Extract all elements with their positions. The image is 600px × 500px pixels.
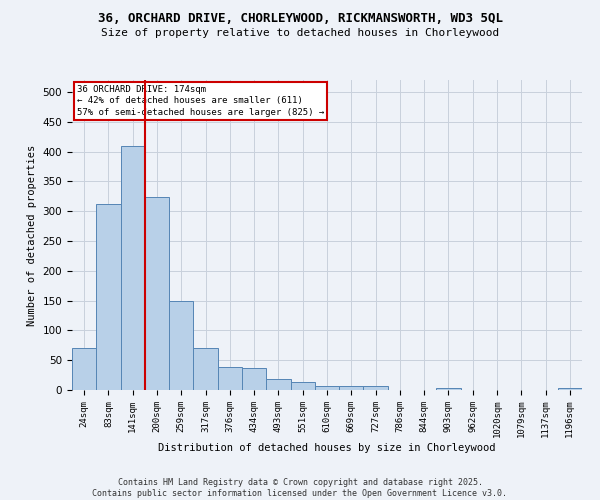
Bar (339, 386, 364, 390)
Text: Contains HM Land Registry data © Crown copyright and database right 2025.
Contai: Contains HM Land Registry data © Crown c… (92, 478, 508, 498)
Text: 36 ORCHARD DRIVE: 174sqm
← 42% of detached houses are smaller (611)
57% of semi-: 36 ORCHARD DRIVE: 174sqm ← 42% of detach… (77, 84, 325, 117)
Bar (558, 388, 582, 390)
Y-axis label: Number of detached properties: Number of detached properties (27, 144, 37, 326)
Bar (315, 386, 339, 390)
Bar (364, 386, 388, 390)
Bar (242, 368, 266, 390)
Bar (193, 348, 218, 390)
Bar (96, 204, 121, 390)
X-axis label: Distribution of detached houses by size in Chorleywood: Distribution of detached houses by size … (158, 443, 496, 453)
Bar (436, 388, 461, 390)
Text: 36, ORCHARD DRIVE, CHORLEYWOOD, RICKMANSWORTH, WD3 5QL: 36, ORCHARD DRIVE, CHORLEYWOOD, RICKMANS… (97, 12, 503, 26)
Text: Size of property relative to detached houses in Chorleywood: Size of property relative to detached ho… (101, 28, 499, 38)
Bar (121, 146, 145, 390)
Bar (169, 300, 193, 390)
Bar (266, 380, 290, 390)
Bar (145, 198, 169, 390)
Bar (218, 368, 242, 390)
Bar (290, 382, 315, 390)
Bar (72, 348, 96, 390)
